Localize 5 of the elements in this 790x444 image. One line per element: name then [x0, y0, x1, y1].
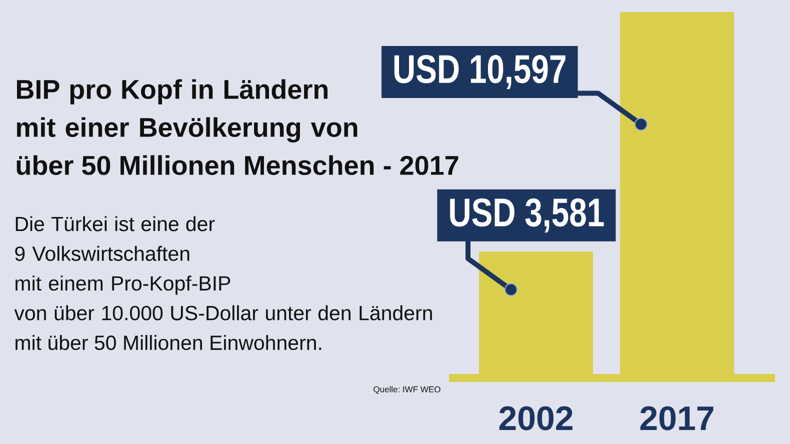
data-label: USD 3,581	[450, 198, 604, 232]
source-note: Quelle: IWF WEO	[374, 386, 440, 394]
x-tick-label: 2002	[499, 406, 572, 430]
x-tick-label: 2017	[640, 406, 714, 430]
text: Die Türkei ist eine der 9 Volkswirtschaften mit einem Pro-Kopf-BIP von über 10.000 US-Dollar unter den Ländern mit über 50 Millionen Einwohnern.	[14, 216, 432, 350]
